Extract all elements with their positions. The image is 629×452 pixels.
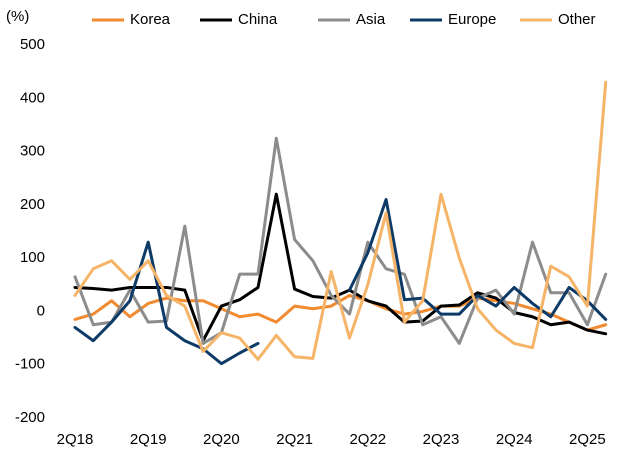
y-tick-label: -200 <box>15 409 45 426</box>
y-tick-label: 0 <box>37 302 45 319</box>
y-tick-label: 200 <box>20 196 45 213</box>
legend-label: Asia <box>356 11 386 28</box>
x-tick-label: 2Q24 <box>496 431 533 448</box>
y-tick-label: 400 <box>20 89 45 106</box>
x-tick-label: 2Q21 <box>276 431 313 448</box>
y-tick-label: 500 <box>20 36 45 53</box>
y-tick-label: 100 <box>20 249 45 266</box>
x-tick-label: 2Q19 <box>130 431 167 448</box>
series-line <box>73 136 608 345</box>
series-line <box>73 80 608 361</box>
x-tick-label: 2Q18 <box>57 431 94 448</box>
series-line <box>348 198 608 321</box>
x-tick-label: 2Q25 <box>569 431 606 448</box>
y-tick-label: -100 <box>15 356 45 373</box>
legend-label: China <box>238 11 278 28</box>
y-tick-label: 300 <box>20 143 45 160</box>
series-line <box>73 240 260 366</box>
x-tick-label: 2Q20 <box>203 431 240 448</box>
legend-label: Other <box>558 11 596 28</box>
x-tick-label: 2Q23 <box>423 431 460 448</box>
legend-label: Korea <box>130 11 171 28</box>
legend-label: Europe <box>448 11 496 28</box>
x-tick-label: 2Q22 <box>349 431 386 448</box>
y-axis-label: (%) <box>6 8 29 25</box>
